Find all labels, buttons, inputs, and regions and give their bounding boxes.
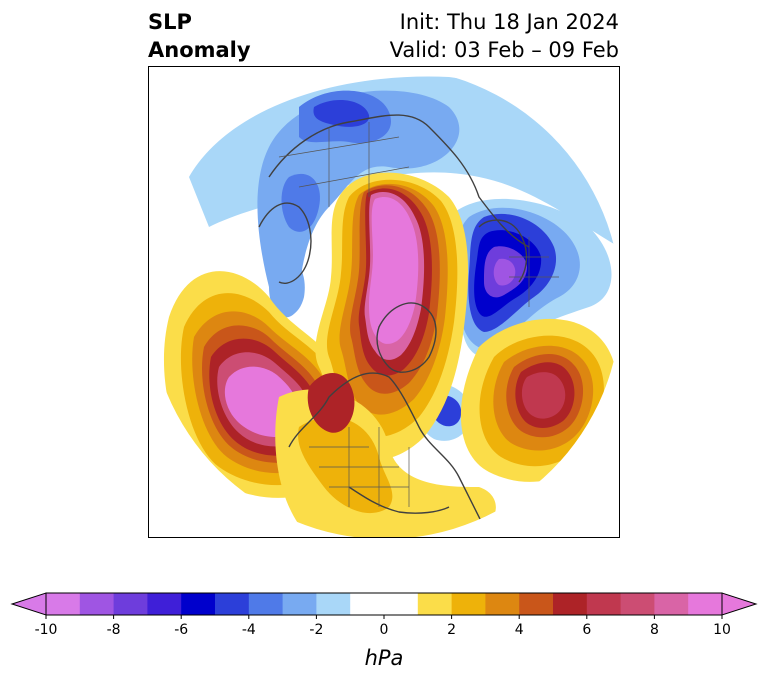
negative-anomaly-region-europe-core [313,100,370,127]
colorbar-tick-label: 10 [713,622,731,638]
positive-anomaly-peak-atlantic [521,372,566,419]
coastline-mexico [348,486,450,514]
colorbar-tick-label: 2 [447,622,456,638]
colorbar-segment [485,593,520,615]
colorbar-unit-label: hPa [364,646,404,670]
borders-usa [309,427,410,507]
colorbar-segment [79,593,115,615]
colorbar: -10 -8 -6 -4 -2 0 2 4 6 8 10 [0,588,768,652]
positive-anomaly-core-america [307,373,355,433]
coastline-greenland [376,302,437,373]
colorbar-svg: -10 -8 -6 -4 -2 0 2 4 6 8 10 [10,592,758,638]
valid-date: Valid: 03 Feb – 09 Feb [389,38,619,62]
negative-anomaly-peak-scandinavia [493,258,516,286]
colorbar-tick-label: 6 [582,622,591,638]
init-date: Init: Thu 18 Jan 2024 [399,10,619,34]
borders-russia [278,122,410,207]
title-line-2: Anomaly [148,38,251,62]
positive-anomaly-region-america [298,417,393,514]
negative-anomaly-region-siberia [271,254,305,316]
colorbar-extend-low [10,592,47,616]
coastline-north-america [288,372,490,537]
colorbar-segment [46,593,81,615]
colorbar-segment [282,593,317,615]
colorbar-tick-label: -2 [309,622,323,638]
colorbar-segment [147,593,182,615]
colorbar-segment [248,593,284,615]
colorbar-segment [620,593,655,615]
colorbar-tick-label: 4 [515,622,524,638]
country-borders [278,122,559,507]
coastline-central-asia [258,202,312,284]
positive-anomaly-peak-arctic [369,197,419,344]
colorbar-tick-label: -8 [107,622,121,638]
negative-anomaly-region-europe-outer [257,90,460,318]
colorbar-segment [451,593,486,615]
borders-europe [509,237,559,307]
colorbar-tick-label: 0 [380,622,389,638]
coastline-europe-asia [268,114,530,248]
colorbar-segment [586,593,622,615]
colorbar-segment [181,593,216,615]
colorbar-segment [113,593,148,615]
colorbar-segment [654,593,689,615]
colorbar-segment [519,593,554,615]
title-line-1: SLP [148,10,192,34]
colorbar-extend-high [721,592,758,616]
colorbar-segment [215,593,250,615]
colorbar-tick-label: -4 [242,622,256,638]
forecast-dates: Init: Thu 18 Jan 2024 Valid: 03 Feb – 09… [390,8,619,64]
colorbar-segment [688,593,723,615]
coastline-scandinavia [478,219,528,283]
colorbar-segment [553,593,588,615]
colorbar-tick-label: -6 [174,622,188,638]
colorbar-segment [417,593,453,615]
colorbar-tick-label: 8 [650,622,659,638]
colorbar-tick-label: -10 [35,622,58,638]
map-panel [148,66,620,538]
anomaly-map [149,67,619,537]
colorbar-segment [316,593,351,615]
negative-anomaly-region-asia [281,173,320,232]
colorbar-segment [350,593,419,615]
anomaly-field [149,67,619,537]
coastlines [258,114,530,537]
map-title: SLP Anomaly [148,8,251,64]
